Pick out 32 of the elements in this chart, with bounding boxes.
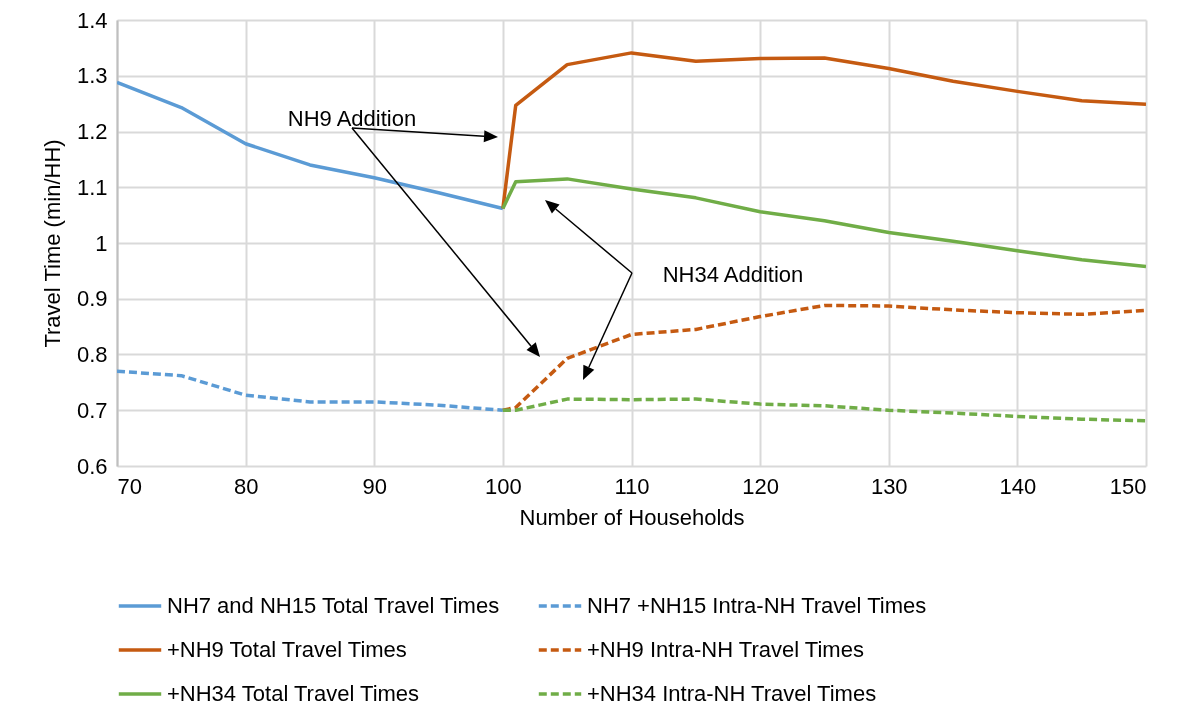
x-tick-label: 100	[485, 473, 522, 499]
y-tick-label: 1	[95, 230, 108, 256]
x-tick-label: 90	[362, 473, 387, 499]
legend-label: +NH34 Total Travel Times	[167, 681, 420, 706]
legend-label: +NH9 Intra-NH Travel Times	[587, 637, 864, 662]
y-tick-label: 1.2	[76, 119, 108, 144]
legend-label: +NH9 Total Travel Times	[167, 637, 407, 662]
line-series	[117, 369, 505, 412]
y-tick-label: 0.8	[76, 342, 108, 367]
y-tick-label: 1.3	[76, 63, 108, 89]
x-tick-label: 80	[233, 473, 259, 499]
line-series	[117, 80, 505, 211]
annotation: NH34 Addition	[662, 262, 804, 287]
line-series	[501, 397, 1146, 423]
y-tick-label: 1.1	[76, 174, 108, 200]
x-tick-label: 70	[117, 473, 142, 499]
x-tick-label: 110	[614, 473, 650, 499]
y-tick-label: 1.4	[76, 7, 108, 33]
line-series	[501, 303, 1146, 412]
y-tick-label: 0.7	[76, 397, 108, 423]
legend-label: NH7 and NH15 Total Travel Times	[167, 593, 500, 618]
y-tick-label: 0.6	[76, 453, 108, 479]
legend-label: +NH34 Intra-NH Travel Times	[587, 681, 877, 706]
x-tick-label: 140	[999, 473, 1037, 499]
x-axis-title: Number of Households	[519, 504, 745, 530]
y-axis-title: Travel Time (min/HH)	[39, 139, 65, 348]
y-tick-label: 0.9	[76, 286, 108, 312]
x-tick-label: 150	[1109, 473, 1147, 499]
legend-label: NH7 +NH15 Intra-NH Travel Times	[587, 593, 927, 618]
annotation: NH9 Addition	[287, 106, 417, 131]
x-tick-label: 130	[870, 473, 908, 499]
x-tick-label: 120	[742, 473, 779, 499]
